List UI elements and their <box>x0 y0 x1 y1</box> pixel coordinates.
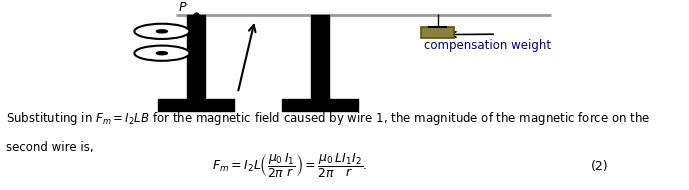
Bar <box>158 99 234 111</box>
Bar <box>187 15 205 99</box>
Text: $F_m = I_2L\left(\dfrac{\mu_0}{2\pi}\dfrac{I_1}{r}\right) = \dfrac{\mu_0}{2\pi}\: $F_m = I_2L\left(\dfrac{\mu_0}{2\pi}\dfr… <box>212 153 367 180</box>
Bar <box>311 15 329 99</box>
Text: (2): (2) <box>590 160 608 173</box>
Text: Substituting in $F_m = I_2LB$ for the magnetic field caused by wire 1, the magni: Substituting in $F_m = I_2LB$ for the ma… <box>6 110 650 127</box>
Circle shape <box>134 46 189 61</box>
Bar <box>421 27 454 38</box>
Text: second wire is,: second wire is, <box>6 141 93 154</box>
Text: compensation weight: compensation weight <box>424 39 551 52</box>
Circle shape <box>134 24 189 39</box>
Circle shape <box>156 30 167 33</box>
Text: $P$: $P$ <box>178 1 187 14</box>
Bar <box>282 99 358 111</box>
Circle shape <box>156 52 167 55</box>
